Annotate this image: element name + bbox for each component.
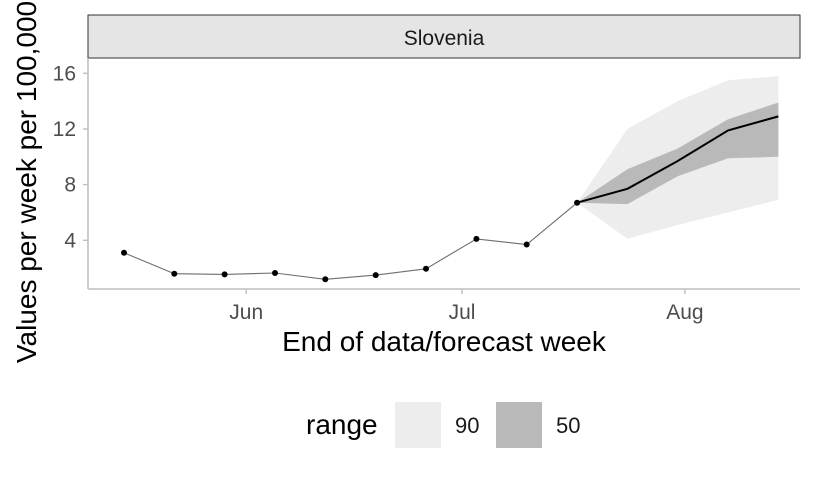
y-tick-label: 8	[64, 174, 76, 197]
uncertainty-bands	[577, 76, 779, 239]
observed-point	[372, 272, 379, 279]
observed-point	[322, 276, 329, 283]
facet-strip-title: Slovenia	[404, 27, 485, 50]
facet-strip	[87, 14, 801, 59]
observed-point	[574, 199, 581, 206]
legend-label-50: 50	[556, 413, 580, 438]
legend-swatch-90	[395, 402, 441, 448]
y-tick-label: 12	[53, 118, 76, 141]
legend: range 90 50	[306, 402, 580, 448]
x-tick-label: Aug	[666, 301, 703, 324]
x-tick-label: Jul	[449, 301, 476, 324]
series-lines	[123, 115, 779, 280]
observed-point	[523, 241, 530, 248]
observed-line	[123, 202, 578, 280]
y-tick-label: 4	[64, 229, 76, 252]
observed-point	[171, 270, 178, 277]
observed-point	[473, 235, 480, 242]
band-50	[577, 102, 779, 205]
observed-point	[221, 271, 228, 278]
legend-title: range	[306, 409, 378, 440]
median-forecast-line	[576, 115, 779, 204]
y-axis-ticks: 4 8 12 16	[53, 62, 88, 252]
observed-point	[272, 270, 278, 276]
legend-label-90: 90	[455, 413, 479, 438]
observed-point	[121, 249, 127, 256]
y-axis-title: Values per week per 100,000	[11, 1, 42, 363]
x-axis-ticks: Jun Jul Aug	[229, 289, 704, 324]
x-tick-label: Jun	[229, 301, 263, 324]
y-tick-label: 16	[53, 62, 76, 85]
observed-point	[423, 265, 429, 272]
legend-swatch-50	[496, 402, 542, 448]
observed-points	[121, 199, 581, 283]
x-axis-title: End of data/forecast week	[282, 326, 607, 357]
